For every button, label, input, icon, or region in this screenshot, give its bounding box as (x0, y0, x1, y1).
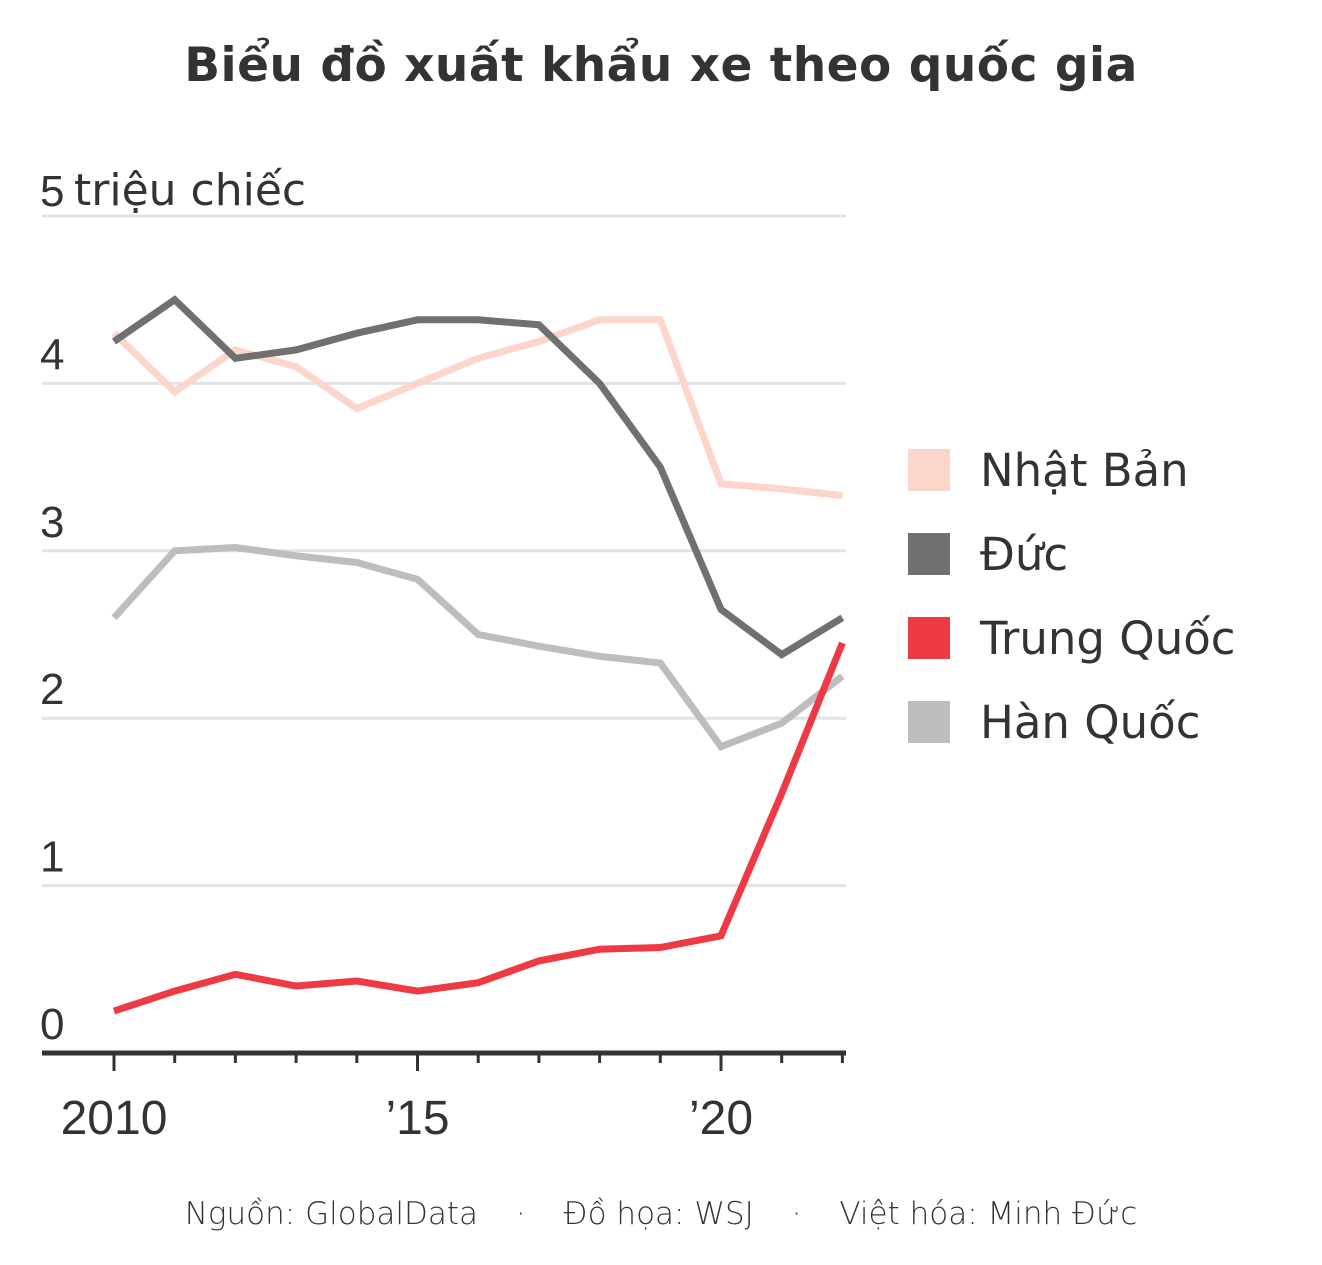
chart-title: Biểu đồ xuất khẩu xe theo quốc gia (184, 38, 1138, 93)
y-axis-unit-label: triệu chiếc (74, 165, 306, 216)
legend-item-germany: Đức (908, 512, 1236, 596)
series-line-germany (112, 295, 845, 659)
legend-item-korea: Hàn Quốc (908, 680, 1236, 764)
separator: · (515, 1196, 526, 1232)
series-line-japan (111, 316, 843, 500)
legend: Nhật Bản Đức Trung Quốc Hàn Quốc (908, 428, 1236, 764)
legend-item-china: Trung Quốc (908, 596, 1236, 680)
x-axis: 2010 ’15 ’20 (42, 1050, 846, 1145)
legend-label-japan: Nhật Bản (980, 443, 1189, 497)
legend-item-japan: Nhật Bản (908, 428, 1236, 512)
legend-swatch-japan (908, 449, 950, 491)
y-tick-label: 2 (40, 665, 64, 714)
y-tick-label: 4 (40, 330, 64, 379)
legend-swatch-germany (908, 533, 950, 575)
series-line-china (112, 641, 846, 1015)
source-text: Nguồn: GlobalData (184, 1196, 478, 1232)
legend-label-china: Trung Quốc (980, 611, 1236, 665)
graphics-credit: Đồ họa: WSJ (563, 1196, 754, 1232)
translation-credit: Việt hóa: Minh Đức (839, 1196, 1138, 1232)
y-tick-label: 3 (40, 498, 64, 547)
source-footer: Nguồn: GlobalData · Đồ họa: WSJ · Việt h… (0, 1196, 1322, 1232)
legend-swatch-china (908, 617, 950, 659)
y-tick-label: 0 (40, 1000, 64, 1049)
x-tick-label: ’15 (385, 1092, 449, 1145)
legend-label-korea: Hàn Quốc (980, 695, 1201, 749)
legend-swatch-korea (908, 701, 950, 743)
series-lines (111, 295, 846, 1015)
series-line-korea (111, 543, 845, 751)
separator: · (791, 1196, 802, 1232)
y-tick-label: 5 (40, 167, 64, 216)
x-tick-label: ’20 (689, 1092, 753, 1145)
legend-label-germany: Đức (980, 527, 1069, 581)
y-tick-label: 1 (40, 833, 64, 882)
y-axis-ticks: 0 1 2 3 4 5 (40, 167, 64, 1049)
x-tick-label: 2010 (61, 1092, 168, 1145)
